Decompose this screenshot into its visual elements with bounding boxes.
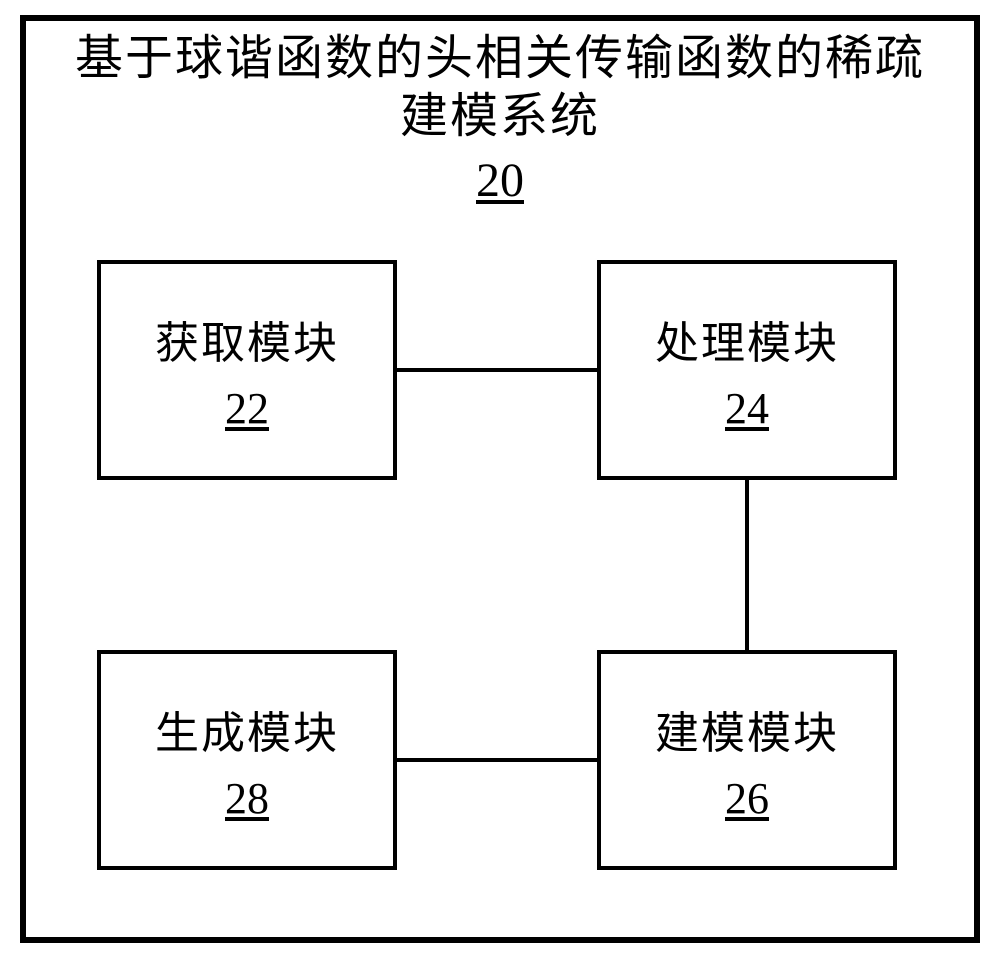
connector-model-generate: [397, 758, 597, 762]
module-model: 建模模块 26: [597, 650, 897, 870]
connector-acquire-process: [397, 368, 597, 372]
module-process: 处理模块 24: [597, 260, 897, 480]
connector-process-model: [745, 480, 749, 650]
title-line-2: 建模系统: [0, 88, 1000, 146]
system-number: 20: [476, 153, 524, 208]
system-title-block: 基于球谐函数的头相关传输函数的稀疏 建模系统 20: [0, 30, 1000, 208]
module-model-number: 26: [725, 773, 769, 824]
module-acquire: 获取模块 22: [97, 260, 397, 480]
title-line-1: 基于球谐函数的头相关传输函数的稀疏: [0, 30, 1000, 88]
module-acquire-label: 获取模块: [155, 307, 339, 371]
module-generate-label: 生成模块: [155, 697, 339, 761]
module-process-label: 处理模块: [655, 307, 839, 371]
module-process-number: 24: [725, 383, 769, 434]
module-generate: 生成模块 28: [97, 650, 397, 870]
module-model-label: 建模模块: [655, 697, 839, 761]
module-acquire-number: 22: [225, 383, 269, 434]
module-generate-number: 28: [225, 773, 269, 824]
